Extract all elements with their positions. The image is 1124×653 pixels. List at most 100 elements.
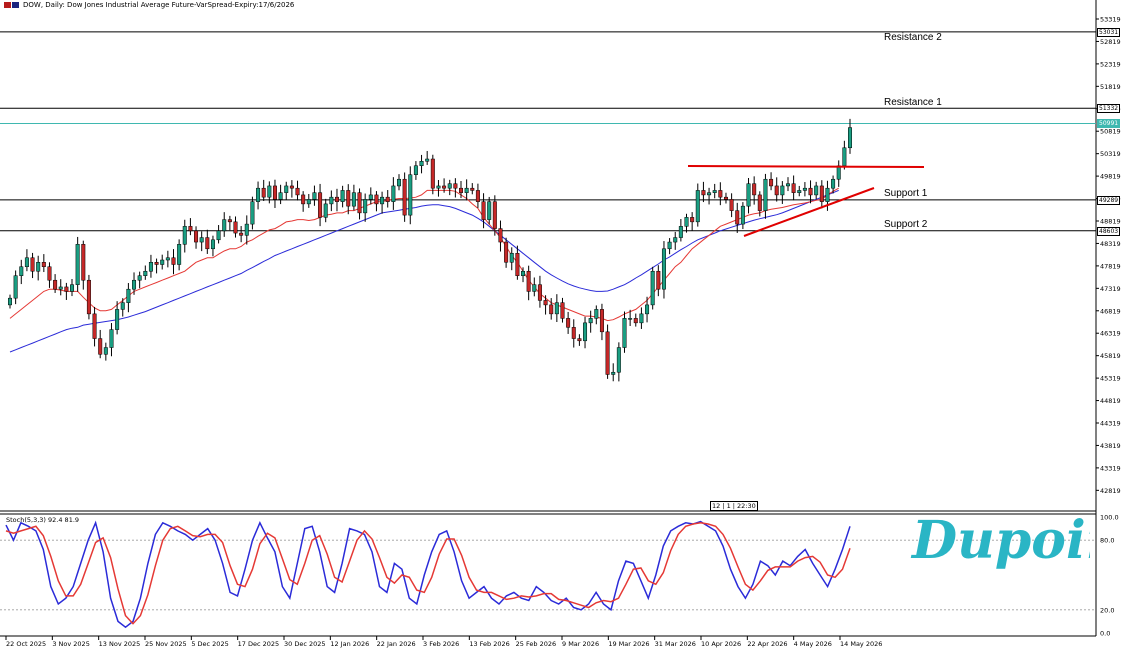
ma-slow-line — [9, 189, 839, 353]
candle-body — [177, 244, 182, 265]
support-2-label: Support 2 — [884, 219, 928, 230]
candle-body — [70, 284, 75, 292]
candle-body — [464, 187, 469, 193]
candle-body — [53, 279, 58, 290]
candle-body — [549, 304, 554, 315]
candle-body — [729, 199, 734, 211]
y-tick-label: 48819 — [1100, 218, 1121, 226]
candle-body — [120, 302, 125, 310]
support-2-price-tag: 48603 — [1097, 227, 1121, 236]
stoch-axis-label: 20.0 — [1100, 606, 1114, 614]
candle-body — [808, 187, 813, 196]
candle-body — [605, 331, 610, 375]
candle-body — [661, 248, 666, 290]
candle-body — [780, 185, 785, 196]
candle-body — [143, 270, 148, 276]
candle-body — [250, 201, 255, 225]
candle-body — [554, 302, 559, 315]
candle-body — [588, 318, 593, 324]
x-tick-label: 3 Nov 2025 — [52, 640, 89, 648]
candle-body — [701, 190, 706, 196]
chart-title-bar: DOW, Daily: Dow Jones Industrial Average… — [4, 1, 294, 9]
candle-body — [272, 185, 277, 200]
candle-body — [616, 347, 621, 373]
candle-body — [594, 309, 599, 319]
trendlines-group — [687, 165, 925, 237]
resistance-1-label: Resistance 1 — [884, 97, 942, 108]
candle-body — [492, 201, 497, 229]
candle-body — [391, 185, 396, 202]
candle-body — [334, 196, 339, 202]
candle-body — [115, 309, 120, 330]
crosshair-time-tag: 12 | 1 | 22:30 — [710, 501, 758, 511]
candle-body — [160, 259, 165, 265]
candle-body — [566, 318, 571, 328]
candle-body — [363, 199, 368, 214]
candle-body — [47, 266, 52, 281]
candle-body — [498, 228, 503, 243]
candle-body — [357, 192, 362, 214]
candle-body — [430, 158, 435, 189]
candle-body — [650, 270, 655, 306]
x-tick-label: 17 Dec 2025 — [238, 640, 280, 648]
resistance-1-price-tag: 51332 — [1097, 104, 1121, 113]
x-tick-label: 12 Jan 2026 — [330, 640, 369, 648]
candle-body — [436, 185, 441, 189]
candle-body — [402, 178, 407, 216]
rising-trendline[interactable] — [743, 187, 875, 237]
current-price-tag: 50991 — [1097, 119, 1121, 128]
candle-body — [712, 190, 717, 193]
candle-body — [718, 190, 723, 198]
x-tick-label: 25 Nov 2025 — [145, 640, 187, 648]
candle-body — [194, 230, 199, 243]
candle-body — [81, 244, 86, 281]
candle-body — [577, 338, 582, 342]
candle-body — [752, 183, 757, 196]
support-1-label: Support 1 — [884, 188, 928, 199]
candle-body — [763, 178, 768, 211]
candle-body — [374, 194, 379, 205]
stoch-axis-label: 80.0 — [1100, 537, 1114, 545]
x-tick-label: 13 Feb 2026 — [469, 640, 509, 648]
y-tick-label: 45819 — [1100, 352, 1121, 360]
candle-body — [58, 286, 63, 290]
candle-body — [154, 262, 159, 265]
candle-body — [453, 183, 458, 189]
y-tick-label: 43819 — [1100, 442, 1121, 450]
candle-body — [645, 304, 650, 315]
candle-body — [639, 313, 644, 324]
candle-body — [86, 279, 91, 315]
candle-body — [633, 318, 638, 324]
candle-body — [769, 178, 774, 187]
candle-body — [182, 226, 187, 245]
symbol-flag-icon — [4, 2, 19, 8]
candle-body — [306, 199, 311, 205]
candle-body — [481, 201, 486, 220]
candle-body — [757, 194, 762, 211]
candle-body — [368, 194, 373, 200]
candle-body — [278, 192, 283, 200]
candle-body — [312, 192, 317, 200]
stochastic-pane-group: 100.0 80.0 20.0 0.0 — [0, 514, 1119, 638]
stoch-k-line — [5, 520, 851, 629]
candle-body — [239, 232, 244, 236]
x-tick-label: 14 May 2026 — [840, 640, 882, 648]
horizontal-trendline[interactable] — [687, 165, 925, 168]
candle-body — [340, 190, 345, 202]
x-tick-label: 22 Jan 2026 — [377, 640, 416, 648]
candle-body — [222, 219, 227, 232]
y-tick-label: 47319 — [1100, 285, 1121, 293]
x-tick-label: 30 Dec 2025 — [284, 640, 326, 648]
ma-fast-line — [9, 187, 839, 322]
candle-body — [797, 190, 802, 193]
candle-body — [109, 329, 114, 348]
candle-body — [380, 196, 385, 205]
candle-body — [746, 183, 751, 207]
candle-body — [323, 203, 328, 218]
y-tick-label: 42819 — [1100, 487, 1121, 495]
candle-body — [723, 196, 728, 200]
stochastic-label: Stoch(5,3,3) 92.4 81.9 — [6, 516, 80, 524]
stoch-d-line — [5, 522, 851, 625]
candle-body — [842, 147, 847, 166]
